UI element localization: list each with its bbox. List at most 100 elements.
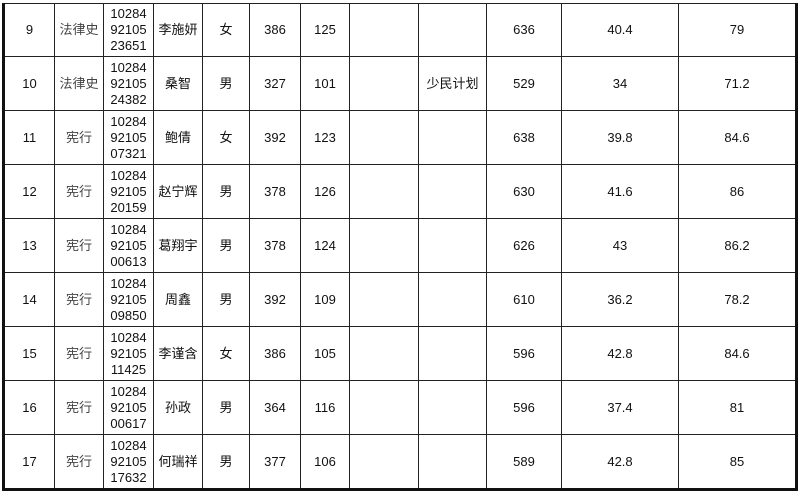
id-part: 10284 (110, 167, 147, 183)
plan-cell (418, 434, 487, 491)
score-c2-cell: 85 (678, 434, 798, 491)
total-cell: 596 (486, 326, 562, 381)
major-cell: 宪行 (54, 218, 104, 273)
score-c2-cell: 79 (678, 3, 798, 57)
score2-cell: 123 (300, 110, 350, 165)
row-number: 14 (2, 272, 55, 327)
row-number: 11 (2, 110, 55, 165)
score2-cell: 105 (300, 326, 350, 381)
candidate-id: 10284 92105 23651 (103, 3, 154, 57)
blank-cell (349, 164, 419, 219)
gender-cell: 男 (202, 164, 250, 219)
score-c1-cell: 42.8 (561, 434, 679, 491)
major-cell: 宪行 (54, 380, 104, 435)
major-cell: 法律史 (54, 56, 104, 111)
plan-cell (418, 218, 487, 273)
id-part: 92105 (110, 75, 147, 91)
id-part: 10284 (110, 275, 147, 291)
table-body: 9 法律史 10284 92105 23651 李施妍女 386 125 636 40.4 79 10… (2, 3, 798, 491)
score-c1-cell: 43 (561, 218, 679, 273)
id-part: 09850 (110, 307, 147, 323)
score1-cell: 386 (249, 326, 301, 381)
score2-cell: 126 (300, 164, 350, 219)
score1-cell: 386 (249, 3, 301, 57)
score2-cell: 116 (300, 380, 350, 435)
candidate-id: 10284 92105 00613 (103, 218, 154, 273)
total-cell: 589 (486, 434, 562, 491)
candidate-id: 10284 92105 24382 (103, 56, 154, 111)
row-number: 17 (2, 434, 55, 491)
score-c2-cell: 84.6 (678, 326, 798, 381)
id-part: 11425 (110, 361, 147, 377)
id-part: 92105 (110, 129, 147, 145)
gender-cell: 女 (202, 3, 250, 57)
row-number: 12 (2, 164, 55, 219)
blank-cell (349, 110, 419, 165)
major-cell: 宪行 (54, 110, 104, 165)
id-part: 92105 (110, 453, 147, 469)
id-part: 92105 (110, 22, 147, 37)
table-row: 12 宪行 10284 92105 20159 赵宁辉男 378 126 630 41.6 86 (2, 164, 798, 219)
score-c1-cell: 36.2 (561, 272, 679, 327)
score-c1-cell: 34 (561, 56, 679, 111)
major-cell: 法律史 (54, 3, 104, 57)
score-c1-cell: 40.4 (561, 3, 679, 57)
id-part: 10284 (110, 6, 147, 21)
score1-cell: 327 (249, 56, 301, 111)
score2-cell: 101 (300, 56, 350, 111)
id-part: 07321 (110, 145, 147, 161)
name-cell: 桑智 (153, 56, 203, 111)
blank-cell (349, 218, 419, 273)
total-cell: 636 (486, 3, 562, 57)
gender-cell: 男 (202, 272, 250, 327)
major-cell: 宪行 (54, 272, 104, 327)
major-cell: 宪行 (54, 164, 104, 219)
candidate-id: 10284 92105 09850 (103, 272, 154, 327)
blank-cell (349, 272, 419, 327)
score1-cell: 378 (249, 218, 301, 273)
id-part: 10284 (110, 329, 147, 345)
candidate-id: 10284 92105 11425 (103, 326, 154, 381)
total-cell: 596 (486, 380, 562, 435)
row-number: 15 (2, 326, 55, 381)
total-cell: 630 (486, 164, 562, 219)
plan-cell (418, 272, 487, 327)
id-part: 17632 (110, 469, 147, 485)
total-cell: 638 (486, 110, 562, 165)
score-c2-cell: 71.2 (678, 56, 798, 111)
gender-cell: 男 (202, 434, 250, 491)
gender-cell: 女 (202, 110, 250, 165)
score-c2-cell: 78.2 (678, 272, 798, 327)
candidate-id: 10284 92105 07321 (103, 110, 154, 165)
table-row: 11 宪行 10284 92105 07321 鲍倩女 392 123 638 39.8 84.6 (2, 110, 798, 165)
id-part: 10284 (110, 59, 147, 75)
gender-cell: 男 (202, 56, 250, 111)
gender-cell: 女 (202, 326, 250, 381)
total-cell: 626 (486, 218, 562, 273)
id-part: 10284 (110, 221, 147, 237)
candidate-id: 10284 92105 00617 (103, 380, 154, 435)
name-cell: 鲍倩 (153, 110, 203, 165)
name-cell: 周鑫 (153, 272, 203, 327)
blank-cell (349, 380, 419, 435)
score1-cell: 378 (249, 164, 301, 219)
total-cell: 529 (486, 56, 562, 111)
score1-cell: 377 (249, 434, 301, 491)
plan-cell (418, 380, 487, 435)
score-c1-cell: 41.6 (561, 164, 679, 219)
id-part: 10284 (110, 437, 147, 453)
plan-cell (418, 164, 487, 219)
id-part: 00613 (110, 253, 147, 269)
score-c2-cell: 84.6 (678, 110, 798, 165)
blank-cell (349, 326, 419, 381)
table-row: 14 宪行 10284 92105 09850 周鑫男 392 109 610 36.2 78.2 (2, 272, 798, 327)
row-number: 9 (2, 3, 55, 57)
name-cell: 孙政 (153, 380, 203, 435)
table-row: 15 宪行 10284 92105 11425 李谨含女 386 105 596 42.8 84.6 (2, 326, 798, 381)
table-row: 17 宪行 10284 92105 17632 何瑞祥男 377 106 589 42.8 85 (2, 434, 798, 491)
id-part: 92105 (110, 291, 147, 307)
candidate-id: 10284 92105 20159 (103, 164, 154, 219)
id-part: 92105 (110, 399, 147, 415)
score-c1-cell: 37.4 (561, 380, 679, 435)
id-part: 10284 (110, 113, 147, 129)
